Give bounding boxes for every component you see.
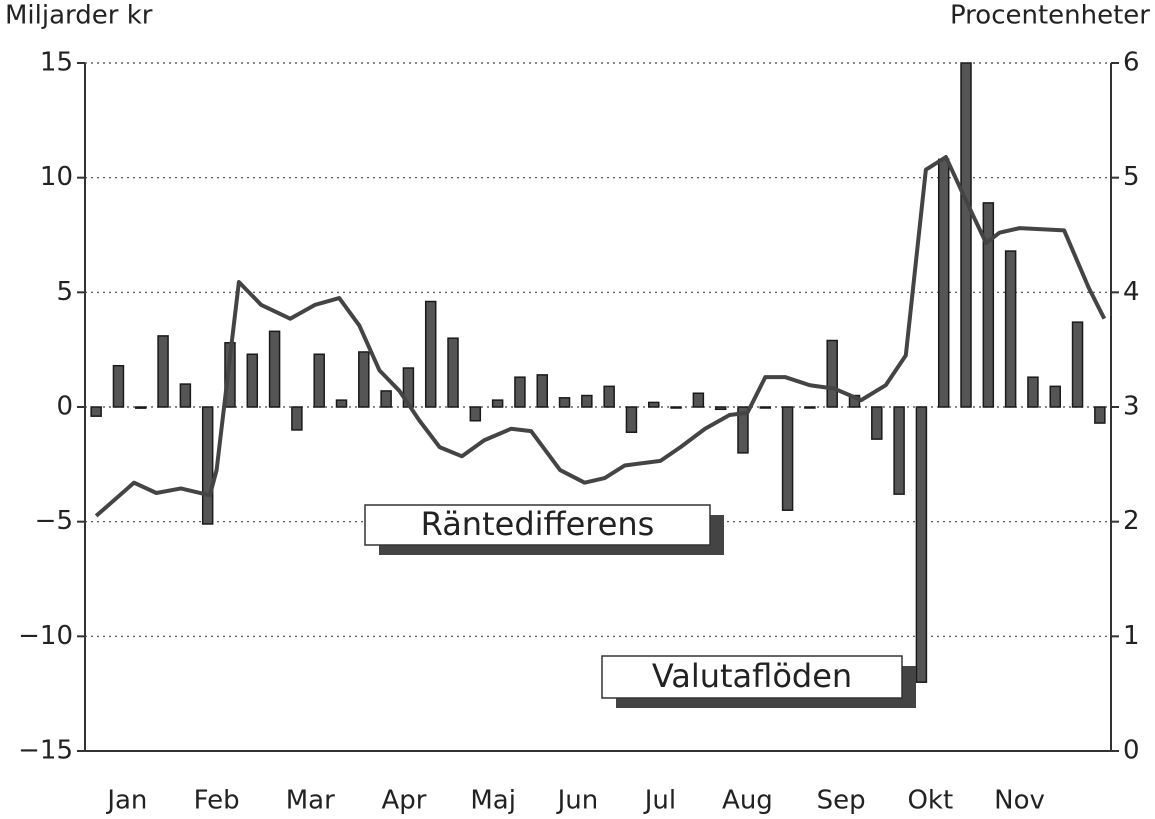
bar (201, 406, 214, 525)
bar (491, 399, 504, 408)
bar (648, 401, 660, 408)
bar (90, 406, 102, 417)
bar (893, 406, 905, 495)
bar (268, 330, 281, 408)
bar (112, 364, 125, 408)
bar (982, 202, 995, 408)
x-tick-label: Sep (817, 786, 866, 816)
bar (424, 300, 437, 408)
bar (670, 406, 682, 409)
y-axis-label: Miljarder kr (5, 1, 153, 31)
y-tick-label: −15 (18, 736, 73, 766)
bar (179, 383, 192, 408)
y-tick-label: 10 (40, 162, 73, 192)
y-tick-label: 0 (56, 392, 73, 422)
bar (581, 394, 593, 408)
y2-tick-label: 5 (1123, 162, 1140, 192)
bar (826, 339, 838, 408)
y-tick-label: −5 (35, 506, 73, 536)
bar (759, 406, 772, 409)
bar (692, 392, 705, 408)
y-tick-label: 15 (40, 48, 73, 78)
label-box (364, 504, 711, 546)
x-tick-label: Okt (907, 786, 953, 816)
x-tick-label: Jan (105, 786, 147, 816)
x-tick-label: Maj (470, 786, 516, 816)
y-tick-label: 5 (56, 277, 73, 307)
x-tick-label: Apr (381, 786, 426, 816)
bar (469, 406, 482, 422)
bar (1094, 406, 1106, 424)
x-tick-label: Jul (643, 786, 676, 816)
y2-tick-label: 3 (1123, 392, 1140, 422)
bar (1004, 250, 1017, 408)
bar (157, 335, 169, 408)
bar (291, 406, 303, 431)
bar (737, 406, 749, 454)
bar (335, 399, 348, 408)
bar (313, 353, 325, 408)
x-tick-label: Aug (722, 786, 773, 816)
x-tick-label: Nov (994, 786, 1045, 816)
y2-tick-label: 4 (1123, 277, 1140, 307)
y2-tick-label: 0 (1123, 736, 1140, 766)
y2-tick-label: 1 (1123, 621, 1140, 651)
bar (915, 406, 928, 683)
bar (536, 374, 548, 408)
bar (937, 158, 950, 408)
bar (514, 376, 526, 408)
bar (558, 397, 571, 408)
label-box (601, 655, 903, 699)
x-tick-label: Feb (194, 786, 240, 816)
y2-tick-label: 6 (1123, 48, 1140, 78)
bar (1049, 385, 1061, 408)
y-tick-label: −10 (18, 621, 73, 651)
y2-axis-label: Procentenheter (950, 1, 1150, 31)
bar (714, 406, 727, 411)
bar (871, 406, 883, 440)
bar (603, 385, 615, 408)
bar (447, 337, 459, 408)
bar (804, 406, 816, 409)
bar (1071, 321, 1084, 408)
bar (380, 390, 392, 408)
x-tick-label: Jun (556, 786, 599, 816)
series-label: Valutaflöden (652, 657, 852, 695)
bar (135, 406, 147, 409)
bar (358, 351, 370, 408)
bar (1027, 376, 1039, 408)
x-tick-label: Mar (286, 786, 335, 816)
bar (625, 406, 638, 433)
bar (781, 406, 794, 511)
line (94, 155, 1107, 518)
y2-tick-label: 2 (1123, 506, 1140, 536)
bar (246, 353, 259, 408)
bar (960, 62, 972, 408)
series-label: Räntedifferens (421, 505, 655, 543)
